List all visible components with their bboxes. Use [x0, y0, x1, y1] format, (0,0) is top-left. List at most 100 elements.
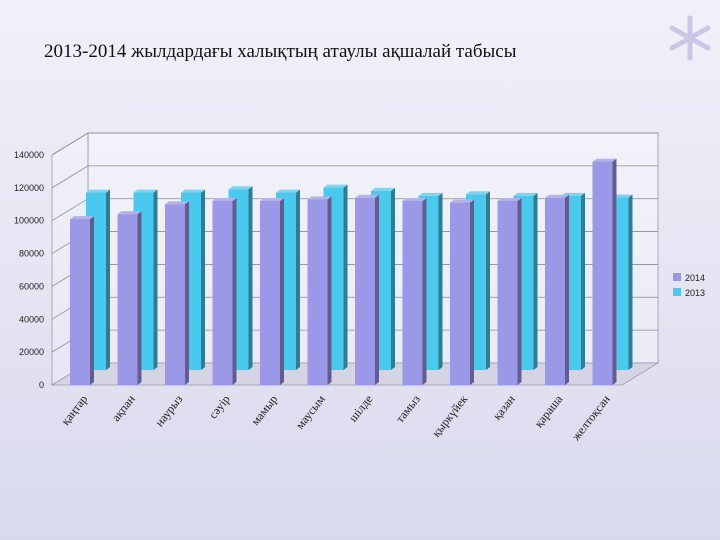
bar-2013-side: [438, 192, 443, 370]
bar-2013-top: [418, 192, 443, 196]
bar-2014-side: [232, 198, 237, 385]
bar-2013-side: [343, 184, 348, 370]
bar-2014-front: [592, 161, 613, 385]
bar-2014: [497, 198, 522, 385]
asterisk-icon: [669, 15, 711, 61]
bar-2013-side: [628, 194, 633, 370]
bar-2014-top: [450, 199, 474, 203]
bar-2014-front: [70, 219, 90, 385]
slide-title: 2013-2014 жылдардағы халықтың атаулы ақш…: [44, 41, 517, 62]
y-tick-label: 120000: [14, 183, 44, 193]
x-tick-label: маусым: [293, 392, 328, 432]
y-tick-label: 100000: [14, 216, 44, 226]
y-tick-label: 40000: [19, 314, 44, 324]
bar-2014-top: [117, 211, 142, 215]
bar-2014-top: [260, 198, 284, 201]
x-tick-label: қыркүйек: [429, 392, 470, 440]
y-tick-label: 20000: [19, 347, 44, 357]
bar-2014-top: [355, 194, 379, 198]
bar-2014-front: [497, 201, 518, 385]
bar-2014: [402, 198, 427, 385]
x-tick-label: қазан: [490, 392, 518, 423]
bar-2014-side: [517, 198, 522, 385]
bar-2014-front: [117, 214, 138, 385]
bar-2013-side: [486, 191, 490, 370]
x-tick-label: мамыр: [248, 392, 280, 428]
bar-2013-top: [466, 191, 490, 195]
bar-2014-front: [355, 197, 375, 385]
bar-2014-side: [90, 216, 94, 385]
bar-2013-side: [296, 189, 300, 370]
bar-2014-side: [327, 196, 332, 385]
bar-2014-side: [470, 199, 474, 385]
x-tick-label: наурыз: [152, 392, 185, 429]
y-axis: 0 20000 40000 60000 80000 100000 120000 140000: [14, 150, 44, 390]
bar-2014-side: [612, 158, 617, 385]
bar-2014-top: [592, 158, 617, 162]
bar-2014-top: [212, 198, 237, 201]
gridline: [51, 132, 658, 156]
legend-label: 2014: [685, 273, 705, 283]
bar-2013-side: [248, 186, 253, 370]
bar-2013-top: [228, 186, 253, 190]
x-axis: қаңтар ақпан наурыз сәуір мамыр маусым шілде та…: [58, 392, 613, 444]
bar-2014-front: [260, 201, 280, 385]
bar-2013-top: [133, 189, 158, 193]
x-tick-label: шілде: [346, 392, 376, 424]
bar-2013-side: [153, 189, 158, 370]
bar-2014: [307, 196, 332, 385]
gridline: [51, 165, 658, 189]
y-tick-label: 0: [39, 380, 44, 390]
y-tick-label: 60000: [19, 281, 44, 291]
bar-2014: [117, 211, 142, 385]
x-tick-label: ақпан: [109, 392, 138, 424]
bar-2013-top: [323, 184, 348, 188]
bar-2014-top: [165, 201, 189, 205]
bar-2013-side: [533, 192, 538, 370]
bar-2014-front: [212, 201, 233, 385]
x-tick-label: желтоқсан: [568, 392, 613, 444]
bar-2013-side: [581, 192, 585, 370]
bar-2014: [165, 201, 189, 385]
bar-2014-side: [280, 198, 284, 385]
bar-2014-side: [137, 211, 142, 385]
bar-2014-top: [70, 216, 94, 220]
bar-2014: [355, 194, 379, 385]
bar-2013-side: [201, 189, 205, 370]
legend-swatch: [673, 273, 681, 281]
bar-2014-front: [307, 199, 328, 385]
bar-2014-top: [497, 198, 522, 201]
y-tick-label: 80000: [19, 249, 44, 259]
bar-2014: [545, 194, 569, 385]
legend-swatch: [673, 288, 681, 296]
x-tick-label: қараша: [532, 392, 566, 430]
x-tick-label: қаңтар: [58, 392, 90, 428]
bar-2013-top: [181, 189, 205, 193]
bar-2014-top: [402, 198, 427, 201]
bar-2013-top: [513, 192, 538, 196]
bar-2014: [212, 198, 237, 385]
x-tick-label: тамыз: [393, 392, 423, 425]
bar-2014-front: [450, 202, 470, 385]
legend-label: 2013: [685, 288, 705, 298]
bar-2013-side: [391, 187, 395, 370]
x-tick-label: сәуір: [206, 392, 233, 421]
bar-series: [70, 158, 633, 385]
bar-2014-top: [545, 194, 569, 198]
bar-2013-top: [371, 187, 395, 191]
bar-2014-side: [422, 198, 427, 385]
bar-2014: [260, 198, 284, 385]
bar-2013-side: [106, 189, 110, 370]
bar-2014: [592, 158, 617, 385]
bar-2014-side: [375, 194, 379, 385]
bar-2014-front: [545, 197, 565, 385]
bar-2013-top: [276, 189, 300, 193]
bar-2014-top: [307, 196, 332, 200]
bar-2014-side: [185, 201, 189, 385]
bar-2013-top: [86, 189, 110, 193]
y-tick-label: 140000: [14, 150, 44, 160]
chart-legend: 2014 2013: [673, 273, 705, 298]
bar-2014: [70, 216, 94, 385]
bar-2014-front: [165, 204, 185, 385]
